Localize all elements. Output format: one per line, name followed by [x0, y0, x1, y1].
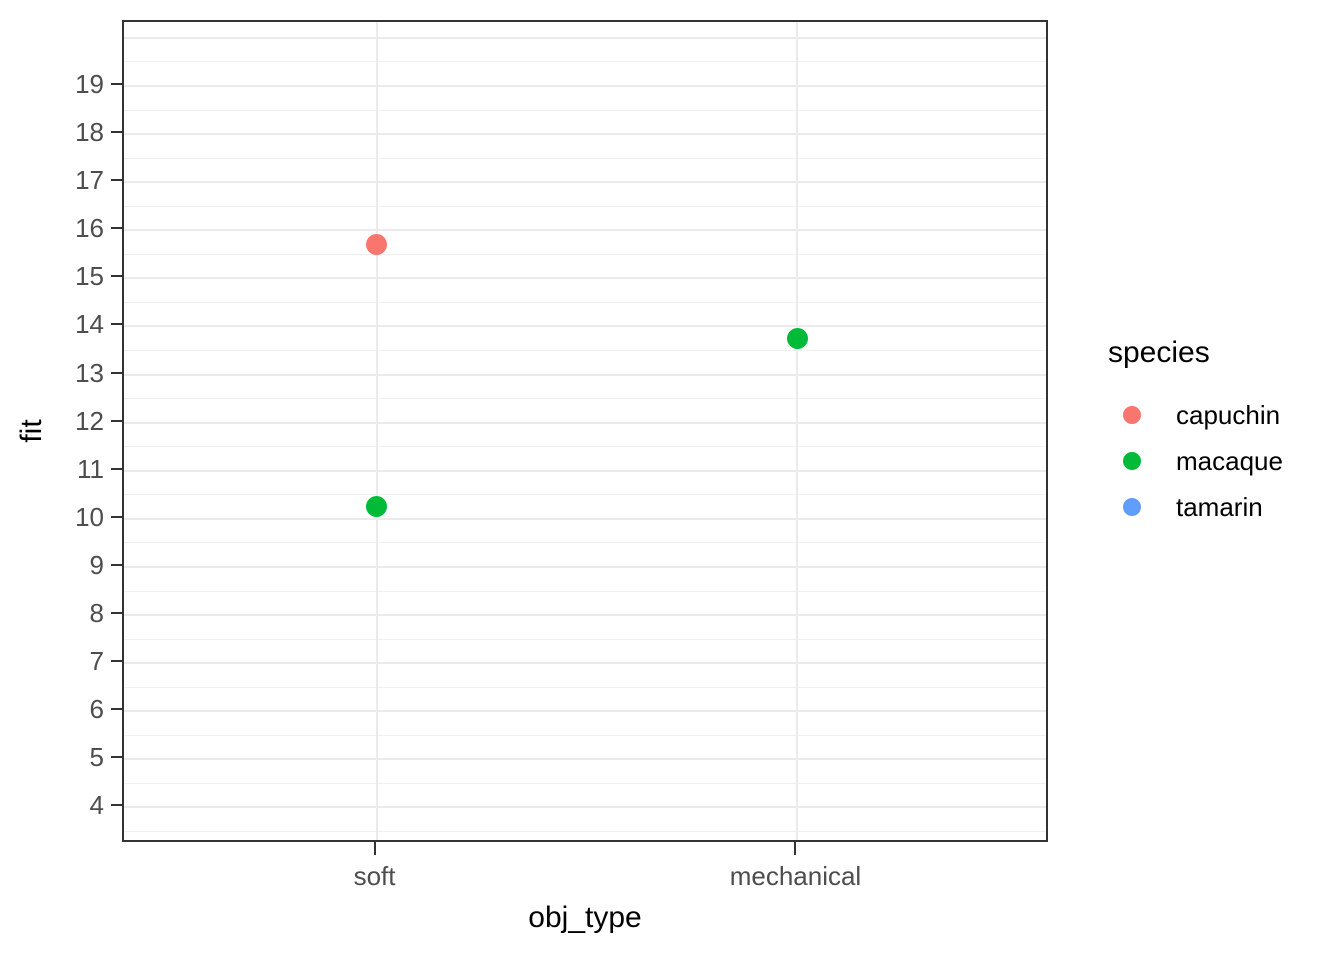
data-point-capuchin-soft	[366, 234, 388, 256]
gridline-minor	[124, 734, 1046, 736]
legend-item-capuchin: capuchin	[1108, 392, 1283, 438]
gridline-minor	[124, 830, 1046, 832]
gridline-category-mechanical	[796, 22, 799, 840]
y-tick-label: 4	[89, 790, 104, 821]
gridline-major	[124, 229, 1046, 232]
y-tick-label: 13	[75, 357, 104, 388]
gridline-major	[124, 565, 1046, 568]
gridline-major	[124, 469, 1046, 472]
gridline-minor	[124, 109, 1046, 111]
y-tick	[111, 708, 122, 711]
gridline-major	[124, 36, 1046, 39]
y-tick-label: 16	[75, 213, 104, 244]
data-point-macaque-soft	[366, 496, 388, 518]
gridline-major	[124, 517, 1046, 520]
data-point-macaque-mechanical	[786, 327, 808, 349]
legend-key-capuchin-icon	[1123, 406, 1141, 424]
y-tick	[111, 371, 122, 374]
y-tick	[111, 131, 122, 134]
y-tick-label: 10	[75, 501, 104, 532]
gridline-major	[124, 84, 1046, 87]
gridline-minor	[124, 157, 1046, 159]
y-tick-label: 5	[89, 742, 104, 773]
y-tick	[111, 179, 122, 182]
gridline-minor	[124, 638, 1046, 640]
legend: species capuchin macaque tamarin	[1108, 334, 1283, 530]
gridline-major	[124, 662, 1046, 665]
gridline-minor	[124, 782, 1046, 784]
y-tick-label: 6	[89, 694, 104, 725]
gridline-minor	[124, 686, 1046, 688]
x-axis-title: obj_type	[528, 901, 642, 934]
plot-panel	[122, 20, 1048, 842]
y-tick	[111, 756, 122, 759]
x-tick	[794, 842, 797, 855]
y-tick-label: 18	[75, 117, 104, 148]
legend-label-macaque: macaque	[1176, 445, 1283, 476]
y-tick	[111, 275, 122, 278]
gridline-minor	[124, 590, 1046, 592]
legend-label-capuchin: capuchin	[1176, 399, 1281, 430]
gridline-major	[124, 277, 1046, 280]
legend-title: species	[1108, 336, 1210, 369]
legend-key-tamarin-icon	[1123, 498, 1141, 516]
y-tick-label: 14	[75, 309, 104, 340]
x-tick	[373, 842, 376, 855]
gridline-minor	[124, 61, 1046, 63]
gridline-major	[124, 710, 1046, 713]
x-tick-label-mechanical: mechanical	[729, 861, 862, 891]
gridline-major	[124, 758, 1046, 761]
gridline-major	[124, 806, 1046, 809]
y-tick	[111, 563, 122, 566]
legend-key-macaque-icon	[1123, 452, 1141, 470]
y-tick	[111, 323, 122, 326]
y-tick-label: 12	[75, 405, 104, 436]
y-tick-label: 17	[75, 165, 104, 196]
gridline-major	[124, 421, 1046, 424]
legend-item-tamarin: tamarin	[1108, 484, 1283, 530]
gridline-minor	[124, 398, 1046, 400]
y-tick	[111, 515, 122, 518]
gridline-minor	[124, 253, 1046, 255]
x-tick-label-soft: soft	[353, 861, 396, 891]
legend-items: capuchin macaque tamarin	[1108, 392, 1283, 530]
gridline-minor	[124, 494, 1046, 496]
y-tick	[111, 804, 122, 807]
y-tick	[111, 227, 122, 230]
y-tick	[111, 612, 122, 615]
legend-label-tamarin: tamarin	[1176, 491, 1263, 522]
y-tick	[111, 467, 122, 470]
gridline-minor	[124, 542, 1046, 544]
legend-item-macaque: macaque	[1108, 438, 1283, 484]
gridline-minor	[124, 350, 1046, 351]
gridline-major	[124, 133, 1046, 136]
y-tick-label: 9	[89, 549, 104, 580]
y-tick	[111, 419, 122, 422]
y-tick-label: 19	[75, 68, 104, 99]
gridline-minor	[124, 301, 1046, 303]
gridline-minor	[124, 205, 1046, 207]
y-tick-label: 8	[89, 598, 104, 629]
y-tick-label: 15	[75, 261, 104, 292]
y-tick	[111, 82, 122, 85]
gridline-category-soft	[375, 22, 378, 840]
gridline-minor	[124, 446, 1046, 448]
gridline-major	[124, 614, 1046, 617]
gridline-major	[124, 181, 1046, 184]
y-tick	[111, 660, 122, 663]
y-tick-label: 7	[89, 646, 104, 677]
gridline-major	[124, 325, 1046, 328]
y-tick-label: 11	[77, 453, 104, 484]
gridline-major	[124, 373, 1046, 376]
